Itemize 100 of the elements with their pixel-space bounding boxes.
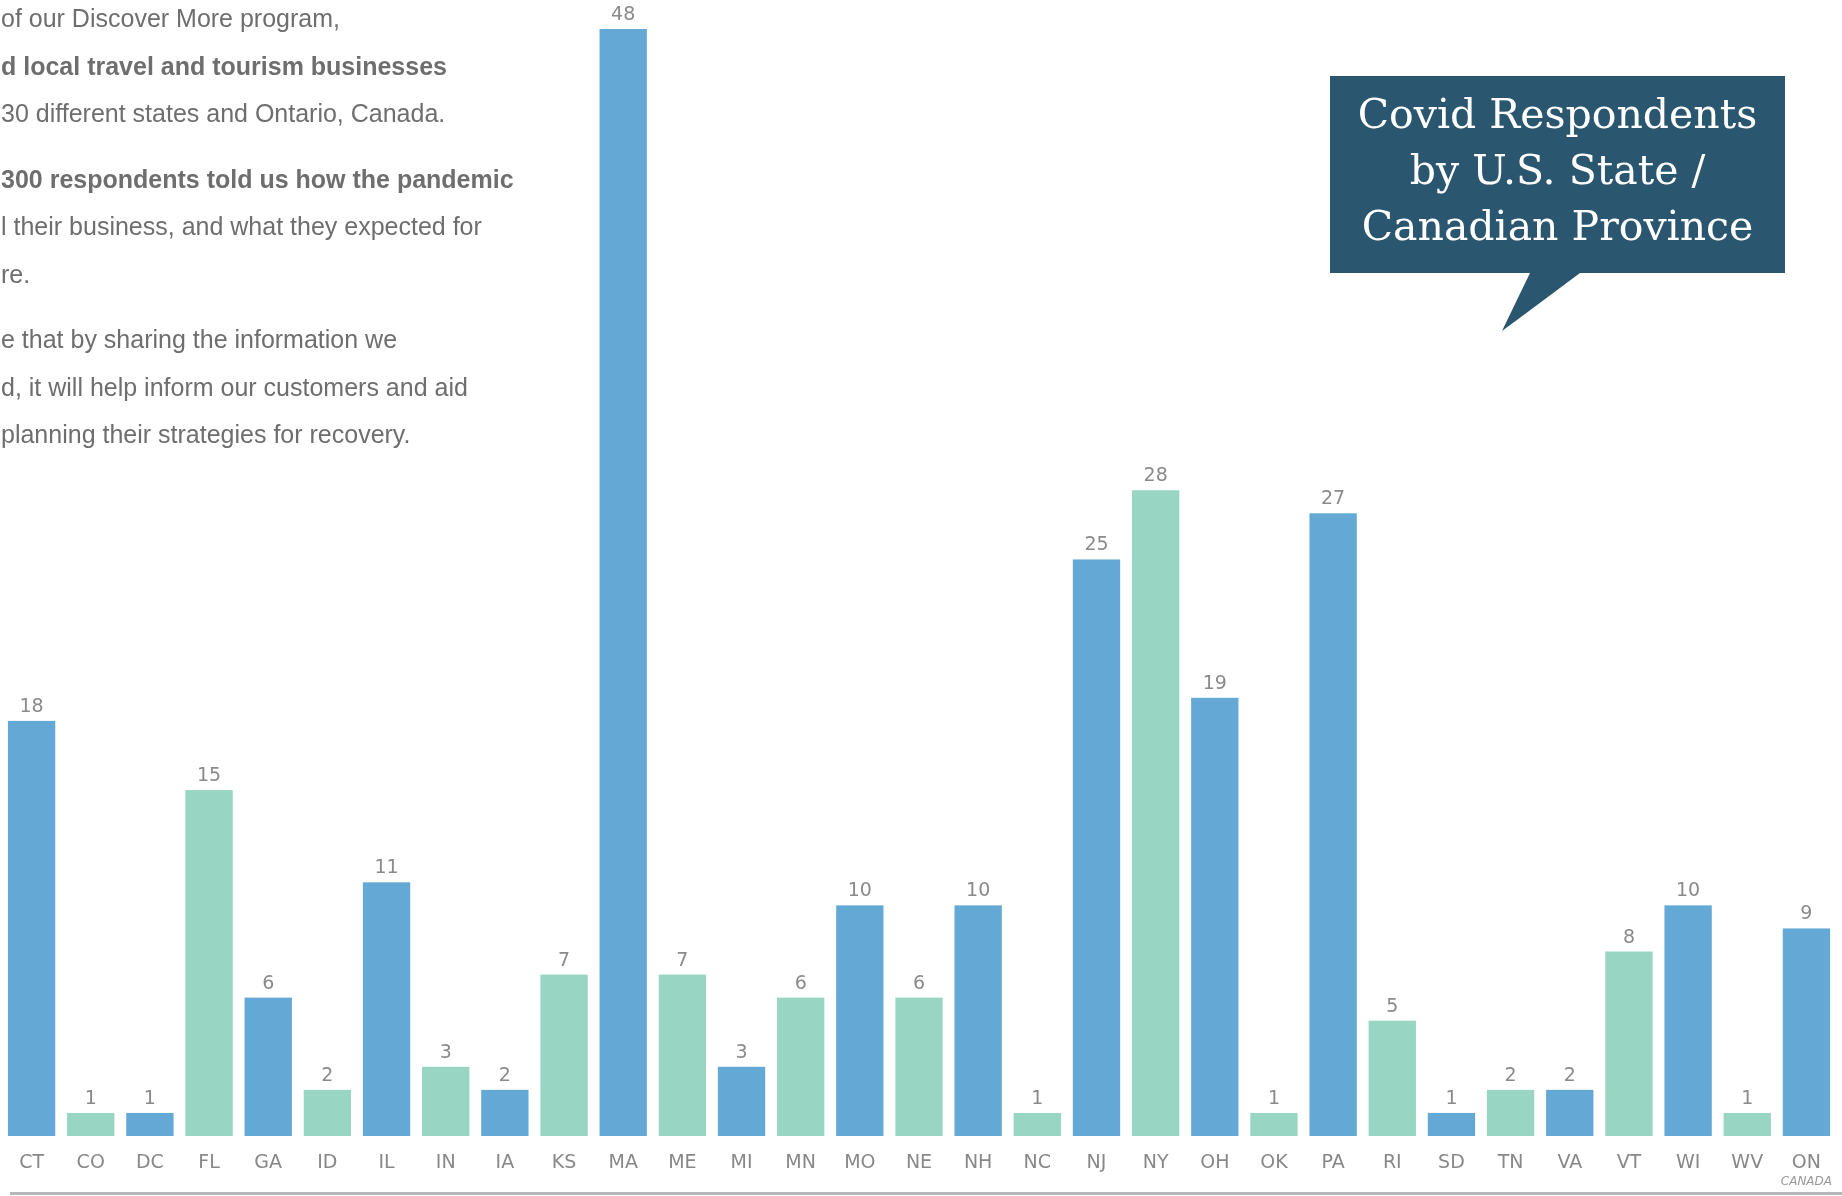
- bar: [126, 1112, 174, 1136]
- annotation: l their business, and what they expected for: [1, 212, 482, 240]
- data-label: 10: [847, 878, 872, 901]
- data-label: 28: [1143, 463, 1168, 486]
- data-label: 1: [1031, 1085, 1044, 1108]
- data-label: 18: [19, 693, 44, 716]
- annotation: e that by sharing the information we: [1, 325, 398, 353]
- data-label: 3: [439, 1039, 452, 1062]
- bar: [422, 1066, 470, 1136]
- bar: [658, 974, 707, 1136]
- data-label: 1: [1741, 1085, 1754, 1108]
- data-label: 9: [1800, 901, 1813, 924]
- bar: [7, 720, 56, 1136]
- annotation: of our Discover More program,: [1, 4, 341, 32]
- bar: [244, 997, 292, 1136]
- data-label: 2: [498, 1062, 511, 1085]
- data-label: 2: [1504, 1062, 1517, 1085]
- x-tick-label: IA: [495, 1150, 515, 1172]
- x-tick-label: NC: [1023, 1150, 1052, 1172]
- bar: [1605, 951, 1653, 1136]
- x-tick-label: CO: [76, 1150, 105, 1172]
- x-tick-label: NH: [963, 1150, 993, 1172]
- x-tick-label: VT: [1616, 1150, 1642, 1172]
- text: Covid Respondents by U.S. State / Canadian Province: [1357, 90, 1758, 250]
- annotation: d, it will help inform our customers and aid: [1, 372, 468, 401]
- data-label: 7: [676, 947, 689, 970]
- data-label: 7: [557, 947, 571, 970]
- x-tick-label: RI: [1382, 1150, 1402, 1172]
- x-tick-label: VA: [1557, 1150, 1583, 1172]
- data-label: 1: [84, 1085, 97, 1108]
- bar: [1131, 490, 1180, 1136]
- bar: [1782, 928, 1831, 1136]
- bar: [303, 1089, 352, 1137]
- data-label: 5: [1386, 993, 1399, 1016]
- data-label: 6: [912, 970, 926, 993]
- x-tick-label: WV: [1731, 1150, 1764, 1172]
- bar: [540, 974, 588, 1136]
- bar: [1013, 1112, 1061, 1136]
- data-label: 1: [143, 1085, 156, 1108]
- x-tick-label: TN: [1496, 1150, 1524, 1172]
- data-label: 10: [966, 878, 991, 901]
- x-tick-label: NY: [1142, 1150, 1169, 1172]
- data-label: 15: [196, 763, 222, 786]
- bar: [481, 1089, 529, 1137]
- x-tick-label: ON: [1791, 1150, 1822, 1172]
- x-tick-label: ID: [317, 1150, 338, 1172]
- bar: [895, 997, 943, 1136]
- x-tick-label: MO: [844, 1150, 876, 1172]
- bar: [1486, 1089, 1535, 1137]
- bar: [836, 905, 884, 1136]
- x-tick-label: KS: [551, 1150, 577, 1172]
- x-tick-label: MI: [730, 1150, 753, 1172]
- bar: [1072, 559, 1121, 1136]
- text: CANADA: [1780, 1174, 1833, 1188]
- bar: [599, 29, 647, 1136]
- x-tick-label: NJ: [1086, 1150, 1107, 1172]
- x-tick-label: SD: [1438, 1150, 1465, 1172]
- x-tick-label: OK: [1260, 1150, 1289, 1172]
- x-tick-label: IN: [435, 1150, 456, 1172]
- x-tick-label: MA: [608, 1150, 638, 1172]
- bar: [1427, 1112, 1476, 1136]
- data-label: 1: [1267, 1085, 1281, 1108]
- annotation: re.: [1, 259, 31, 288]
- bar: [1309, 513, 1357, 1136]
- bar: [717, 1066, 766, 1136]
- bar: [1723, 1112, 1771, 1136]
- bar: [954, 905, 1002, 1136]
- bar: [1546, 1089, 1594, 1137]
- x-tick-label: PA: [1321, 1150, 1345, 1172]
- x-tick-label: MN: [785, 1150, 816, 1172]
- bar: [1368, 1020, 1416, 1136]
- annotation: 300 respondents told us how the pandemic: [1, 164, 514, 193]
- bar: [1250, 1112, 1298, 1136]
- data-label: 2: [321, 1062, 334, 1085]
- x-tick-label: NE: [905, 1150, 933, 1172]
- annotation: 30 different states and Ontario, Canada.: [1, 99, 446, 127]
- x-tick-label: OH: [1200, 1150, 1230, 1172]
- data-label: 25: [1084, 532, 1109, 555]
- data-label: 2: [1563, 1062, 1576, 1085]
- bar: [67, 1112, 115, 1136]
- x-tick-label: WI: [1675, 1150, 1701, 1172]
- annotation: planning their strategies for recovery.: [1, 420, 411, 448]
- x-tick-label: GA: [254, 1150, 283, 1172]
- bar: [777, 997, 825, 1136]
- bar: [362, 882, 411, 1136]
- data-label: 48: [611, 2, 636, 24]
- data-label: 3: [735, 1039, 748, 1062]
- x-tick-label: FL: [198, 1150, 221, 1172]
- data-label: 10: [1676, 878, 1701, 901]
- data-label: 1: [1445, 1085, 1458, 1108]
- data-label: 6: [794, 970, 807, 993]
- bar: [1664, 905, 1712, 1136]
- data-label: 19: [1202, 670, 1227, 693]
- data-label: 6: [262, 970, 275, 993]
- x-tick-label: ME: [668, 1150, 697, 1172]
- x-tick-label: CT: [19, 1150, 45, 1172]
- data-label: 8: [1622, 924, 1635, 947]
- x-tick-label: IL: [378, 1150, 396, 1172]
- x-tick-label: DC: [135, 1150, 164, 1172]
- bar: [185, 790, 233, 1136]
